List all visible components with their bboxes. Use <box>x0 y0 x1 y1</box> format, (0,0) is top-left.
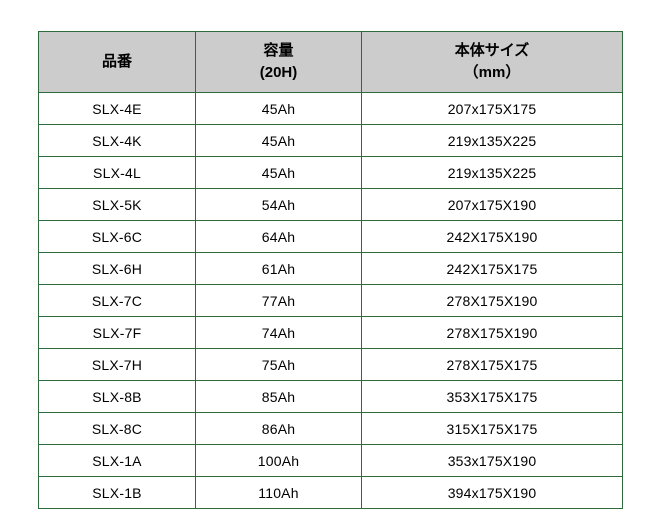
cell-size: 207x175X190 <box>361 188 623 221</box>
column-header-capacity-sub: (20H) <box>259 64 298 81</box>
cell-size: 207x175X175 <box>361 92 623 125</box>
table-row: SLX-1B 110Ah 394x175X190 <box>38 476 623 509</box>
table-row: SLX-7F 74Ah 278X175X190 <box>38 316 623 349</box>
cell-size: 278X175X175 <box>361 348 623 381</box>
table-body: SLX-4E 45Ah 207x175X175 SLX-4K 45Ah 219x… <box>38 92 623 509</box>
cell-capacity: 77Ah <box>195 284 362 317</box>
table-row: SLX-5K 54Ah 207x175X190 <box>38 188 623 221</box>
cell-capacity: 61Ah <box>195 252 362 285</box>
cell-capacity: 74Ah <box>195 316 362 349</box>
cell-size: 315X175X175 <box>361 412 623 445</box>
cell-capacity: 85Ah <box>195 380 362 413</box>
table-header: 品番 容量 (20H) 本体サイズ （mm） <box>38 31 623 93</box>
cell-model: SLX-4L <box>38 156 196 189</box>
table-row: SLX-6C 64Ah 242X175X190 <box>38 220 623 253</box>
table-row: SLX-1A 100Ah 353x175X190 <box>38 444 623 477</box>
cell-capacity: 64Ah <box>195 220 362 253</box>
table-row: SLX-4L 45Ah 219x135X225 <box>38 156 623 189</box>
cell-size: 353x175X190 <box>361 444 623 477</box>
table-row: SLX-6H 61Ah 242X175X175 <box>38 252 623 285</box>
cell-model: SLX-1B <box>38 476 196 509</box>
cell-model: SLX-4K <box>38 124 196 157</box>
column-header-size-main: 本体サイズ <box>454 42 530 60</box>
cell-capacity: 75Ah <box>195 348 362 381</box>
cell-capacity: 45Ah <box>195 92 362 125</box>
cell-capacity: 86Ah <box>195 412 362 445</box>
cell-model: SLX-6H <box>38 252 196 285</box>
cell-model: SLX-7H <box>38 348 196 381</box>
column-header-capacity-main: 容量 <box>263 42 294 60</box>
cell-capacity: 100Ah <box>195 444 362 477</box>
cell-size: 242X175X190 <box>361 220 623 253</box>
cell-model: SLX-4E <box>38 92 196 125</box>
cell-model: SLX-1A <box>38 444 196 477</box>
cell-model: SLX-5K <box>38 188 196 221</box>
column-header-capacity: 容量 (20H) <box>195 31 362 93</box>
cell-model: SLX-6C <box>38 220 196 253</box>
cell-capacity: 54Ah <box>195 188 362 221</box>
cell-model: SLX-8B <box>38 380 196 413</box>
cell-capacity: 110Ah <box>195 476 362 509</box>
column-header-model: 品番 <box>38 31 196 93</box>
cell-size: 394x175X190 <box>361 476 623 509</box>
column-header-size-sub: （mm） <box>463 64 521 81</box>
table-row: SLX-8B 85Ah 353X175X175 <box>38 380 623 413</box>
cell-size: 219x135X225 <box>361 156 623 189</box>
table-row: SLX-8C 86Ah 315X175X175 <box>38 412 623 445</box>
battery-spec-table: 品番 容量 (20H) 本体サイズ （mm） SLX-4E 45Ah 207x1… <box>38 31 623 509</box>
cell-size: 242X175X175 <box>361 252 623 285</box>
cell-capacity: 45Ah <box>195 124 362 157</box>
cell-model: SLX-7C <box>38 284 196 317</box>
cell-size: 278X175X190 <box>361 284 623 317</box>
table-row: SLX-4E 45Ah 207x175X175 <box>38 92 623 125</box>
table-row: SLX-7H 75Ah 278X175X175 <box>38 348 623 381</box>
battery-spec-table-container: 品番 容量 (20H) 本体サイズ （mm） SLX-4E 45Ah 207x1… <box>38 31 623 509</box>
cell-size: 353X175X175 <box>361 380 623 413</box>
table-header-row: 品番 容量 (20H) 本体サイズ （mm） <box>38 31 623 93</box>
table-row: SLX-4K 45Ah 219x135X225 <box>38 124 623 157</box>
table-row: SLX-7C 77Ah 278X175X190 <box>38 284 623 317</box>
column-header-size: 本体サイズ （mm） <box>361 31 623 93</box>
cell-model: SLX-7F <box>38 316 196 349</box>
cell-model: SLX-8C <box>38 412 196 445</box>
column-header-model-main: 品番 <box>101 53 132 71</box>
cell-size: 219x135X225 <box>361 124 623 157</box>
cell-capacity: 45Ah <box>195 156 362 189</box>
cell-size: 278X175X190 <box>361 316 623 349</box>
